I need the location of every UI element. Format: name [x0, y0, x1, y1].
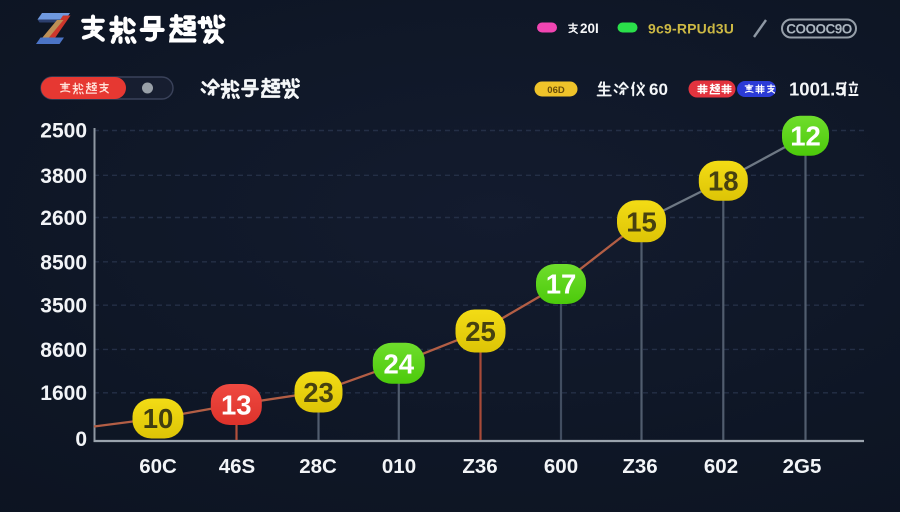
- svg-text:25: 25: [465, 316, 496, 347]
- svg-text:602: 602: [704, 455, 738, 478]
- svg-text:12: 12: [790, 120, 821, 151]
- svg-text:8500: 8500: [40, 252, 87, 275]
- svg-text:28C: 28C: [299, 455, 337, 478]
- svg-text:18: 18: [708, 165, 739, 196]
- svg-text:23: 23: [303, 377, 334, 408]
- svg-text:Z36: Z36: [462, 455, 497, 478]
- svg-text:600: 600: [544, 455, 578, 478]
- svg-text:Z36: Z36: [622, 455, 657, 478]
- svg-text:15: 15: [626, 206, 657, 237]
- svg-text:8600: 8600: [40, 339, 87, 362]
- svg-text:60C: 60C: [139, 455, 177, 478]
- svg-text:17: 17: [546, 269, 577, 300]
- svg-text:2500: 2500: [40, 120, 87, 143]
- svg-text:9c9-RPUd3U: 9c9-RPUd3U: [648, 21, 734, 37]
- svg-text:60: 60: [649, 80, 668, 99]
- svg-text:1001.5: 1001.5: [789, 79, 846, 100]
- svg-text:06D: 06D: [547, 85, 565, 96]
- svg-text:COOOC9O: COOOC9O: [786, 22, 852, 37]
- svg-text:0: 0: [75, 428, 87, 451]
- svg-text:3800: 3800: [40, 165, 87, 188]
- svg-text:2600: 2600: [40, 207, 87, 230]
- svg-text:1600: 1600: [40, 382, 87, 405]
- svg-text:2G5: 2G5: [783, 455, 822, 478]
- svg-text:10: 10: [143, 403, 174, 434]
- svg-text:010: 010: [382, 455, 416, 478]
- svg-text:46S: 46S: [219, 455, 255, 478]
- svg-text:3500: 3500: [40, 295, 87, 318]
- svg-text:20I: 20I: [580, 21, 599, 36]
- svg-text:13: 13: [221, 390, 252, 421]
- svg-text:24: 24: [384, 348, 415, 379]
